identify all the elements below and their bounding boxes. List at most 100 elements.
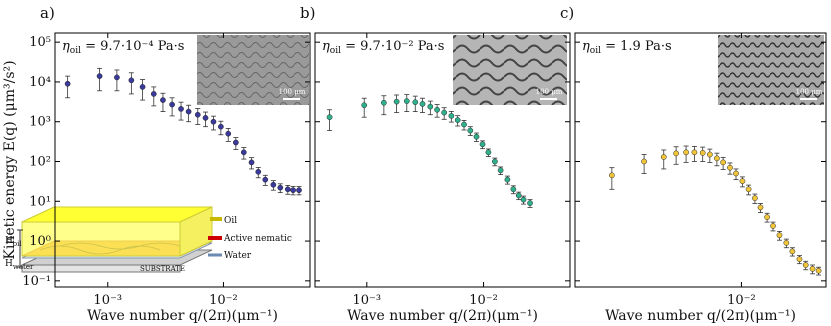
data-point [326,114,333,121]
viscosity-subscript: oil [70,46,81,56]
x-axis-label: Wave number q/(2π)(μm⁻¹) [347,308,538,324]
data-point [270,181,277,188]
viscosity-annotation: ηoil = 9.7·10⁻⁴ Pa·s [62,39,184,56]
data-point [520,196,527,203]
x-tick-label: 10⁻² [727,293,756,308]
scale-bar-label: 100 μm [279,88,306,96]
data-point [641,158,647,165]
data-point [64,80,71,87]
data-point [510,186,517,193]
data-point [178,106,184,112]
data-point [783,240,790,246]
data-point [248,159,255,166]
diagram-label: H [5,259,13,269]
data-point [789,248,796,255]
data-point [485,149,492,156]
data-point [277,184,284,191]
data-point [733,170,739,177]
data-point [427,103,434,110]
diagram-label: Hoil [5,236,22,248]
viscosity-annotation: ηoil = 9.7·10⁻² Pa·s [322,39,444,56]
x-tick-label: 10⁻³ [352,293,381,308]
data-point [202,115,209,121]
data-point [284,186,291,193]
data-point [515,192,522,199]
diagram-label: Hwater [5,259,34,271]
x-tick-label: 10⁻² [469,293,498,308]
data-point [232,139,239,146]
panel-label: a) [40,4,55,22]
data-point [473,133,480,140]
data-point [454,117,461,123]
data-point [114,74,120,81]
data-point [683,149,689,156]
scale-bar-label: 100 μm [796,88,823,96]
data-point [504,176,511,183]
data-point [660,154,667,160]
diagram-label: Water [224,251,252,261]
data-point [699,150,706,156]
diagram-label: SUBSTRATE [140,265,185,273]
data-point [497,167,504,174]
data-point [714,155,720,162]
scale-bar-label: 100 μm [536,88,563,96]
diagram-label: water [13,263,34,271]
data-point [673,150,679,157]
data-point [96,73,103,79]
viscosity-value: = 9.7·10⁻² Pa·s [341,39,444,54]
data-point [479,141,486,148]
viscosity-symbol: η [62,39,70,54]
y-tick-label: 10¹ [29,194,51,209]
data-point [745,186,752,193]
data-point [809,266,816,272]
viscosity-subscript: oil [330,46,341,56]
y-tick-label: 10⁻¹ [22,274,51,289]
plot-frame [574,32,827,288]
y-tick-label: 10⁵ [29,35,51,50]
data-point [412,99,419,106]
data-point [776,232,783,239]
data-point [393,98,400,105]
data-point [802,262,809,268]
viscosity-symbol: η [582,39,590,54]
data-point [160,97,166,103]
data-point [815,267,822,274]
y-tick-label: 10² [29,155,51,170]
diagram-label: H [5,236,13,246]
data-point [796,256,803,263]
data-point [150,91,157,97]
data-point [757,204,764,211]
data-point [255,168,262,175]
data-point [609,172,615,179]
inset-image [718,35,824,105]
data-point [727,164,733,171]
data-point [240,149,247,156]
data-point [720,159,726,166]
x-axis-label: Wave number q/(2π)(μm⁻¹) [87,308,278,324]
diagram-label: oil [13,240,22,248]
viscosity-annotation: ηoil = 1.9 Pa·s [582,39,672,56]
data-point [764,214,770,220]
data-point [527,200,533,206]
data-point [169,101,175,108]
data-point [218,123,224,130]
data-point [262,176,269,183]
data-point [185,108,192,115]
data-point [403,98,410,104]
data-point [467,127,474,134]
data-point [706,151,713,158]
data-point [691,149,698,156]
data-point [441,109,448,116]
data-point [461,121,467,128]
data-point [448,113,455,119]
data-point [492,158,498,165]
viscosity-value: = 1.9 Pa·s [601,39,672,54]
viscosity-symbol: η [322,39,330,54]
data-point [752,195,758,201]
x-tick-label: 10⁻³ [93,293,122,308]
inset-image [197,35,309,105]
data-point [210,118,217,125]
schematic [17,206,222,273]
inset-image [453,35,567,105]
